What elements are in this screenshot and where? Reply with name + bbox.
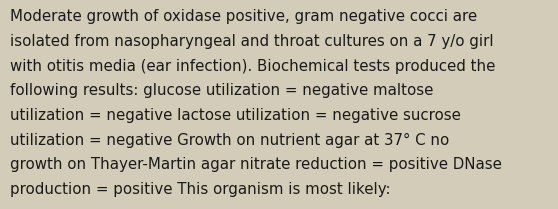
Text: isolated from nasopharyngeal and throat cultures on a 7 y/o girl: isolated from nasopharyngeal and throat …: [10, 34, 494, 49]
Text: following results: glucose utilization = negative maltose: following results: glucose utilization =…: [10, 83, 434, 98]
Text: Moderate growth of oxidase positive, gram negative cocci are: Moderate growth of oxidase positive, gra…: [10, 9, 477, 24]
Text: growth on Thayer-Martin agar nitrate reduction = positive DNase: growth on Thayer-Martin agar nitrate red…: [10, 157, 502, 172]
Text: with otitis media (ear infection). Biochemical tests produced the: with otitis media (ear infection). Bioch…: [10, 59, 496, 74]
Text: utilization = negative lactose utilization = negative sucrose: utilization = negative lactose utilizati…: [10, 108, 461, 123]
Text: utilization = negative Growth on nutrient agar at 37° C no: utilization = negative Growth on nutrien…: [10, 133, 449, 148]
Text: production = positive This organism is most likely:: production = positive This organism is m…: [10, 182, 391, 197]
